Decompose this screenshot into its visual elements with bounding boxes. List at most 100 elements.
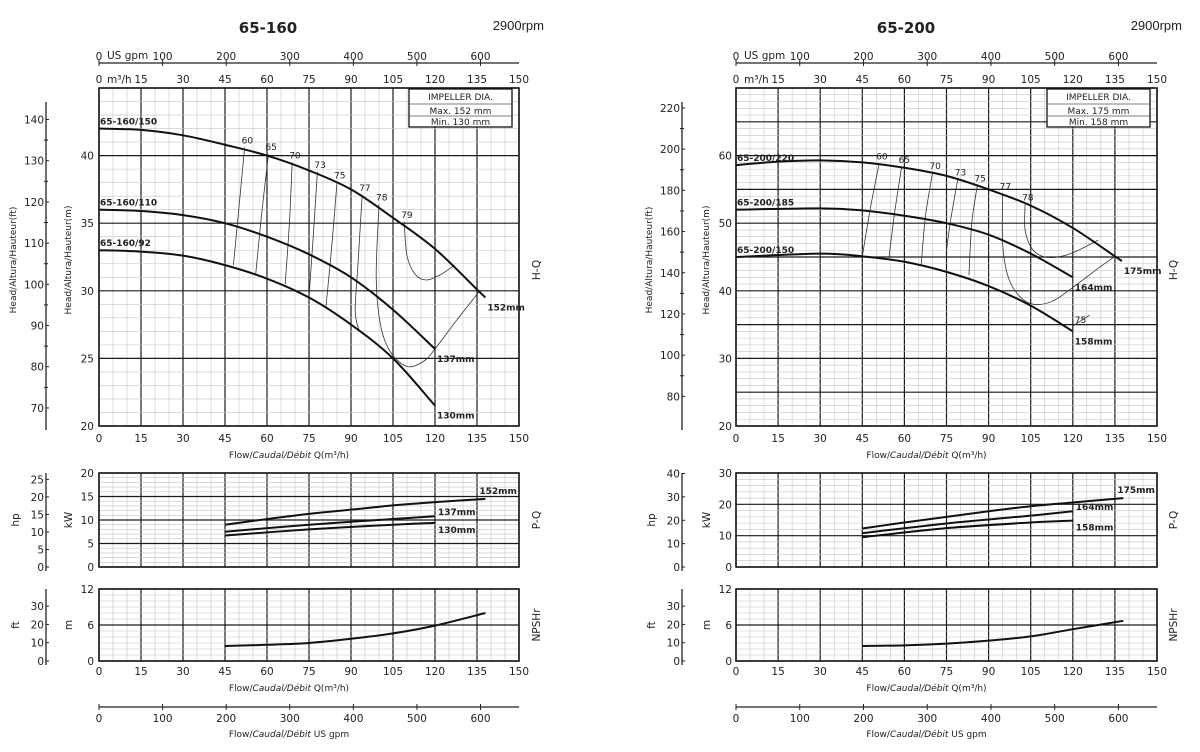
efficiency-curve-78 [1024,204,1099,259]
kw-tick-label: 10 [719,531,732,543]
efficiency-label: 60 [876,153,888,163]
x-tick-label: 45 [856,433,869,445]
hq-side-label: H-Q [531,260,543,280]
gpm-tick-label: 100 [790,51,810,63]
x-axis-label: Flow/Caudal/Débit Q(m³/h) [866,683,986,694]
impeller-box-title: IMPELLER DIA. [428,93,493,103]
gpm-tick-label: 600 [1108,51,1128,63]
x-axis-label-part: Caudal/Débit [890,683,949,694]
kw-tick-label: 10 [81,515,94,527]
secondary-tick-label: 130 [24,156,44,168]
npsh-m-axis-title: m [701,620,713,630]
secondary-tick-label: 180 [660,185,680,197]
head-m-tick-label: 35 [81,218,94,230]
head-m-tick-label: 40 [719,286,732,298]
hq-end-label: 158mm [1075,337,1113,347]
secondary-tick-label: 0 [37,656,44,668]
x-tick-label: 150 [1147,433,1167,445]
q-top-tick-label: 0 [96,74,103,86]
gpm-tick-label: 0 [733,713,740,725]
plot-frame [735,588,1158,662]
q-unit-label: m³/h [744,74,769,86]
secondary-tick-label: 5 [37,544,44,556]
kw-tick-label: 20 [719,499,732,511]
x-axis-label-part: US gpm [311,730,349,740]
pq-curve-130mm [224,521,436,537]
gpm-tick-label: 300 [917,51,937,63]
secondary-tick-label: 0 [673,656,680,668]
npsh-m-tick-label: 12 [81,584,94,596]
gpm-tick-label: 300 [917,713,937,725]
efficiency-label: 65 [265,143,276,153]
efficiency-label: 70 [289,151,301,161]
head-m-tick-label: 40 [81,151,94,163]
hq-end-label: 175mm [1124,267,1162,277]
q-top-tick-label: 150 [509,74,529,86]
efficiency-curve-65 [888,167,902,258]
pq-end-label: 164mm [1076,503,1114,513]
x-tick-label: 150 [1147,666,1167,678]
x-tick-label: 90 [344,433,357,445]
efficiency-curve-75 [325,182,338,309]
hq-end-label: 130mm [437,412,475,422]
plot-frame [98,87,520,427]
gpm-tick-label: 0 [96,51,103,63]
x-tick-label: 15 [771,433,784,445]
secondary-tick-label: 90 [31,321,44,333]
x-tick-label: 15 [771,666,784,678]
secondary-tick-label: 200 [660,144,680,156]
q-top-tick-label: 0 [733,74,740,86]
q-top-tick-label: 75 [940,74,953,86]
efficiency-curve-75 [968,185,978,276]
x-tick-label: 0 [733,666,740,678]
x-tick-label: 30 [176,666,189,678]
x-tick-label: 45 [218,666,231,678]
pq-curve-152mm [224,497,486,526]
hq-curve-175mm [735,159,1123,262]
kw-tick-label: 5 [87,539,94,551]
efficiency-label: 70 [929,162,941,172]
kw-tick-label: 15 [81,492,94,504]
secondary-tick-label: 30 [31,601,44,613]
impeller-max: Max. 152 mm [430,107,492,117]
q-top-tick-label: 105 [1021,74,1041,86]
gpm-tick-label: 100 [153,51,173,63]
top-axes: 0 100 200 300 400 500 600 US gpm 0 15 30 45 60 75 90 10… [96,50,529,86]
efficiency-label: 75 [1075,316,1086,326]
gpm-tick-label: 200 [853,713,873,725]
x-tick-label: 150 [509,666,529,678]
secondary-tick-label: 20 [31,492,44,504]
x-axis-label-part: Q(m³/h) [948,684,986,694]
head-m-axis-title: Head/Altura/Hauteur(m) [64,206,74,315]
impeller-max: Max. 175 mm [1068,107,1130,117]
gpm-tick-label: 400 [981,51,1001,63]
efficiency-label: 79 [401,211,413,221]
efficiency-curve-77 [354,194,363,332]
head-m-tick-label: 30 [719,353,732,365]
secondary-tick-label: 20 [667,619,680,631]
pq-end-label: 175mm [1117,486,1155,496]
secondary-tick-label: 40 [667,469,680,481]
secondary-tick-label: 140 [24,115,44,127]
x-tick-label: 120 [1063,433,1083,445]
q-top-tick-label: 135 [1105,74,1125,86]
q-top-tick-label: 90 [344,74,357,86]
hp-axis-title: hp [646,513,658,527]
gpm-tick-label: 0 [733,51,740,63]
secondary-tick-label: 30 [667,492,680,504]
npsh-m-tick-label: 0 [725,656,732,668]
impeller-box-frame [408,88,513,128]
secondary-tick-label: 25 [31,474,44,486]
secondary-tick-label: 100 [660,350,680,362]
hq-chart: 20 25 30 35 40 70 80 90 100 110 120 130 140 Head/Altu… [9,87,543,461]
efficiency-curve-60 [233,147,245,266]
efficiency-label: 65 [899,156,910,166]
pq-curve-175mm [862,497,1124,530]
hq-series-name: 65-160/110 [100,199,157,209]
efficiency-curve-60 [861,163,880,257]
npsh-m-tick-label: 0 [87,656,94,668]
x-axis-label: Flow/Caudal/Débit Q(m³/h) [229,683,349,694]
head-m-axis-title: Head/Altura/Hauteur(m) [702,206,712,315]
